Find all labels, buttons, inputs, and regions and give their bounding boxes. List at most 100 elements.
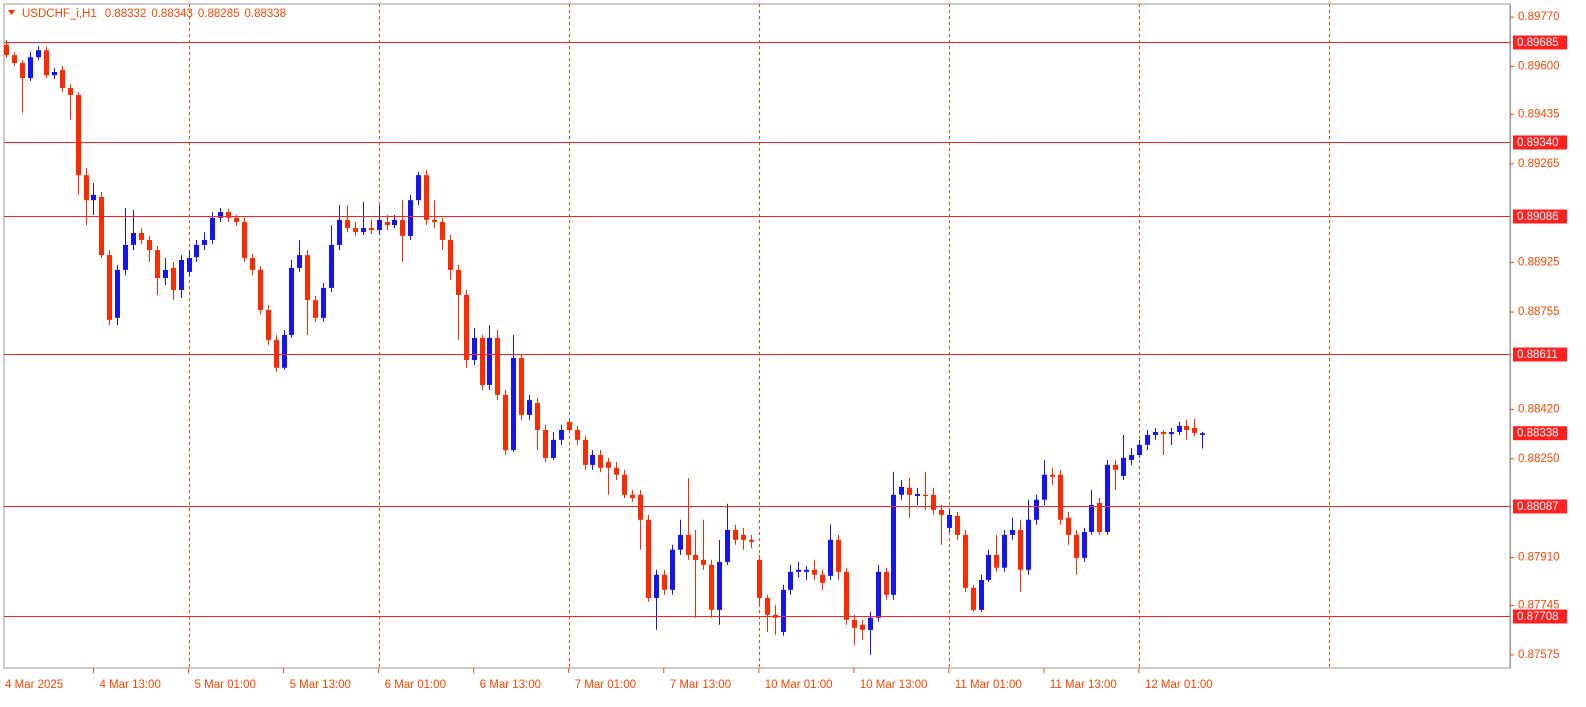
candle-body [971,587,976,610]
candle-body [487,337,492,385]
y-tick-label: 0.88250 [1518,453,1560,465]
candle-body [527,400,532,415]
x-tick-label: 6 Mar 13:00 [480,679,541,691]
candle-body [44,50,49,76]
y-tick-label: 0.87745 [1518,600,1560,612]
candle-body [1066,517,1071,535]
candle-body [1050,474,1055,477]
candle-body [91,194,96,201]
candle-body [670,549,675,590]
candle-body [1089,504,1094,533]
candle-body [1113,464,1118,470]
x-tick-label: 7 Mar 13:00 [670,679,731,691]
candle-body [1121,457,1126,476]
candle-body [994,554,999,568]
price-label: 0.88338 [1517,428,1559,440]
header-high: 0.88343 [151,8,193,20]
y-tick-label: 0.89265 [1518,158,1560,170]
candle-body [931,494,936,510]
candle-body [598,454,603,468]
candle-body [725,529,730,562]
candle-body [654,574,659,598]
header-arrow [8,10,15,15]
candle-body [179,260,184,290]
y-tick-label: 0.89770 [1518,11,1560,23]
level-box [1513,609,1567,624]
candle-body [638,494,643,520]
candle-body [250,257,255,270]
candle-body [210,217,215,240]
header-open: 0.88332 [105,8,147,20]
header-low: 0.88285 [198,8,240,20]
candle-body [123,244,128,270]
candle-body [68,87,73,95]
level-box [1513,135,1567,150]
candle-body [432,219,437,222]
candle-body [289,267,294,335]
candle-body [171,267,176,290]
candle-body [408,200,413,236]
candle-body [242,221,247,258]
x-tick-label: 10 Mar 01:00 [765,679,833,691]
candle-body [400,219,405,236]
level-label: 0.88087 [1517,501,1559,513]
candle-body [1192,427,1197,433]
candle-body [1042,474,1047,500]
candle-body [456,269,461,295]
candle-body [741,534,746,540]
candle-body [115,269,120,318]
candle-body [812,569,817,575]
level-label: 0.89685 [1517,37,1559,49]
header-close: 0.88338 [245,8,287,20]
candle-body [891,494,896,595]
candle-body [1137,444,1142,455]
x-tick-label: 12 Mar 01:00 [1145,679,1213,691]
candle-body [1010,529,1015,535]
candle-body [416,175,421,201]
candle-body [99,196,104,256]
candle-body [424,175,429,220]
level-label: 0.89340 [1517,137,1559,149]
candle-body [622,474,627,495]
y-tick-label: 0.88755 [1518,306,1560,318]
candle-body [187,257,192,272]
candle-body [796,569,801,572]
y-tick-label: 0.88925 [1518,257,1560,269]
candle-body [1074,534,1079,558]
candle-body [907,487,912,495]
candle-body [963,534,968,588]
x-tick-label: 5 Mar 01:00 [195,679,256,691]
candle-body [258,269,263,310]
candle-body [559,430,564,440]
candle-body [614,467,619,475]
candle-body [392,219,397,226]
x-tick-label: 4 Mar 2025 [5,679,63,691]
level-label: 0.87708 [1517,611,1559,623]
price-box [1513,426,1567,441]
candle-body [147,239,152,251]
candle-body [321,287,326,318]
candle-body [1097,502,1102,533]
candle-body [1129,454,1134,460]
candle-body [844,571,849,620]
candle-body [139,232,144,240]
candle-body [646,519,651,598]
candle-body [1169,432,1174,435]
candle-body [12,55,17,63]
candle-body [385,221,390,226]
chart-header: USDCHF_i,H1 0.88332 0.88343 0.88285 0.88338 [22,8,286,20]
candle-body [202,239,207,245]
x-tick-label: 11 Mar 01:00 [955,679,1022,691]
candle-body [353,228,358,233]
candle-body [717,561,722,610]
candle-body [915,493,920,496]
candle-body [899,486,904,495]
candle-body [194,244,199,258]
x-tick-label: 4 Mar 13:00 [99,679,160,691]
candle-body [52,71,57,76]
candle-body [986,554,991,580]
level-box [1513,35,1567,50]
candle-body [788,571,793,590]
